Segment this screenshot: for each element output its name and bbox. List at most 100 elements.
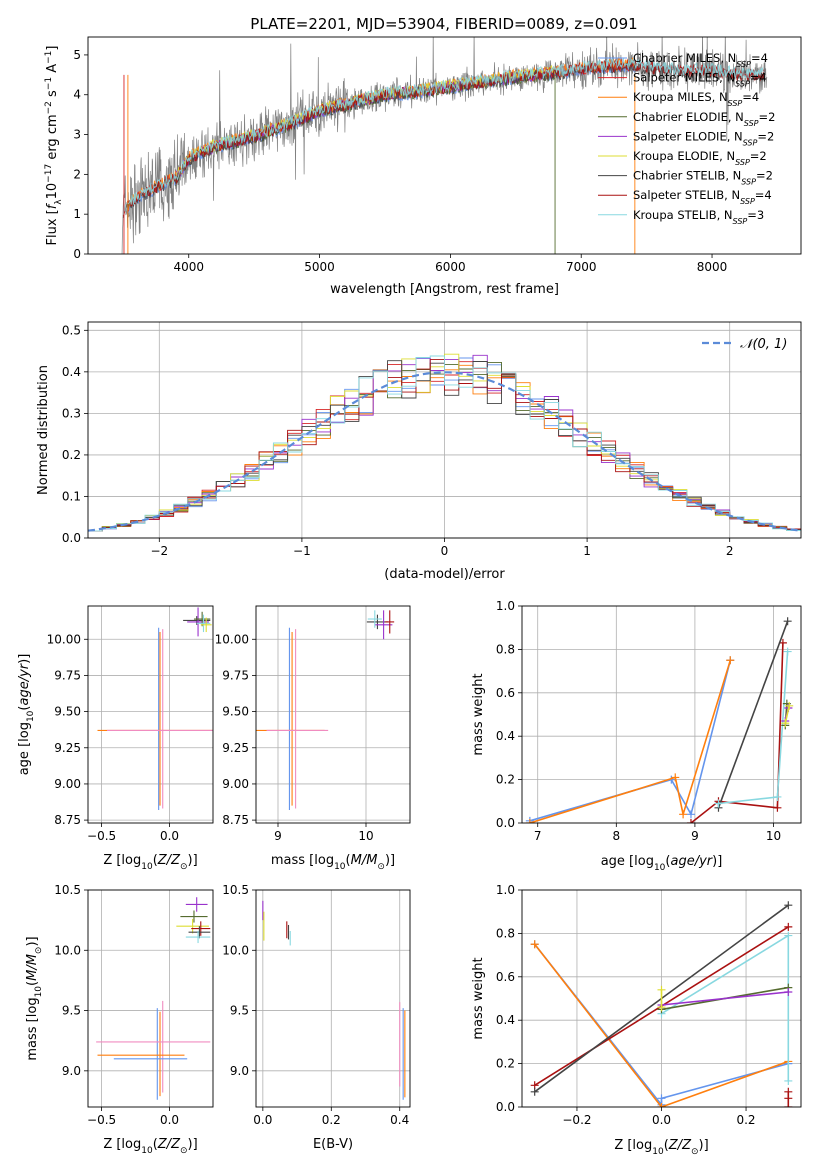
y-tick-label: 10.5	[54, 883, 81, 897]
errorbars	[96, 897, 211, 1100]
weight-point-marker	[657, 1094, 666, 1103]
y-tick-label: 9.5	[230, 1004, 249, 1018]
x-tick-label: 0.0	[160, 829, 179, 843]
weights_vs_Z-panel: −0.2 0.0 0.2 0.0 0.2 0.4 0.6 0.8 1.0 Z [log10(Z/Z…	[471, 883, 802, 1157]
axes-frame	[87, 36, 802, 255]
axes-frame	[255, 605, 411, 824]
axes-frame	[521, 889, 802, 1108]
y-tick-label: 10.00	[215, 632, 249, 646]
weight-series-line	[690, 642, 784, 823]
y-tick-label: 0.4	[496, 729, 515, 743]
x-axis-label: (data-model)/error	[384, 567, 505, 582]
weight-point-marker	[781, 719, 790, 728]
y-tick-label: 0.0	[62, 531, 81, 545]
spectrum-lines	[121, 37, 768, 254]
y-tick-label: 0.4	[62, 365, 81, 379]
legend-label: Kroupa ELODIE, NSSP=2	[633, 149, 767, 167]
x-tick-label: 0.0	[652, 1113, 671, 1127]
weight-series-line	[534, 943, 789, 1107]
y-tick-label: 0.5	[62, 323, 81, 337]
y-tick-label: 0.6	[496, 970, 515, 984]
y-tick-label: 9.50	[54, 705, 81, 719]
y-tick-label: 1.0	[496, 883, 515, 897]
weight-point-marker	[785, 701, 794, 710]
weight-point-marker	[784, 1076, 793, 1085]
axes-frame	[521, 605, 802, 824]
y-axis-label: mass weight	[471, 957, 486, 1039]
legend-label: Chabrier ELODIE, NSSP=2	[633, 110, 775, 128]
weight-point-marker	[784, 922, 793, 931]
legend-label: Chabrier STELIB, NSSP=2	[633, 169, 773, 187]
x-tick-label: 6000	[435, 260, 466, 274]
weight-point-marker	[657, 1103, 666, 1107]
x-tick-label: 0.2	[322, 1113, 341, 1127]
weight-point-marker	[657, 1003, 666, 1012]
weight-point-marker	[784, 1087, 793, 1096]
y-tick-label: 9.25	[54, 741, 81, 755]
y-axis-label: Flux [fλ10−17 erg cm−2 s−1 A−1]	[44, 46, 64, 246]
y-tick-label: 0.8	[496, 642, 515, 656]
y-tick-label: 0.1	[62, 489, 81, 503]
y-tick-label: 2	[73, 167, 81, 181]
x-axis-label: Z [log10(Z/Z⊙)]	[103, 853, 197, 872]
histograms	[88, 353, 801, 532]
y-tick-label: 9.50	[222, 705, 249, 719]
weight-series-line	[661, 934, 790, 1081]
x-tick-label: −0.2	[562, 1113, 591, 1127]
weight-point-marker	[773, 792, 782, 801]
weight-series-line	[529, 660, 732, 822]
x-tick-label: −2	[150, 544, 168, 558]
y-tick-label: 4	[73, 88, 81, 102]
histogram-kroupa_stelib	[88, 355, 801, 532]
weight-series-line	[717, 620, 789, 809]
y-tick-label: 0.4	[496, 1013, 515, 1027]
x-tick-label: 4000	[173, 260, 204, 274]
y-tick-label: 9.25	[222, 741, 249, 755]
y-tick-label: 0.6	[496, 686, 515, 700]
y-axis-label: mass [log10(M/M⊙)]	[25, 936, 44, 1060]
weight-point-marker	[525, 819, 534, 823]
weight-point-marker	[726, 656, 735, 665]
x-axis-label: Z [log10(Z/Z⊙)]	[614, 1138, 708, 1157]
residuals-panel: −2 −1 0 1 2 0.0 0.1 0.2 0.3 0.4 0.5 (data-model)/er…	[36, 321, 802, 582]
x-tick-label: 8	[612, 829, 620, 843]
weight-point-marker	[784, 931, 793, 940]
weight-point-marker	[714, 799, 723, 808]
x-tick-label: 10	[358, 829, 373, 843]
legend-label: Salpeter MILES, NSSP=4	[633, 71, 767, 89]
x-tick-label: 1	[583, 544, 591, 558]
weight-point-marker	[773, 803, 782, 812]
figure-title: PLATE=2201, MJD=53904, FIBERID=0089, z=0…	[250, 15, 637, 33]
x-axis-label: wavelength [Angstrom, rest frame]	[330, 282, 559, 297]
model-spectrum-salpeter_elodie	[175, 66, 556, 185]
weight-point-marker	[784, 987, 793, 996]
legend-label: Chabrier MILES, NSSP=4	[633, 51, 768, 69]
age_vs_mass-panel: 9 10 8.75 9.00 9.25 9.50 9.75 10.00 mass [log10(…	[215, 605, 411, 872]
weights_vs_age-panel: 7 8 9 10 0.0 0.2 0.4 0.6 0.8 1.0 age [log10(age/yr…	[471, 599, 802, 873]
x-tick-label: 9	[274, 829, 282, 843]
errorbars	[262, 900, 406, 1100]
weight-point-marker	[657, 985, 666, 994]
y-tick-label: 9.00	[222, 777, 249, 791]
y-tick-label: 8.75	[222, 813, 249, 827]
model-spectrum-kroupa_stelib	[122, 57, 765, 215]
y-tick-label: 9.5	[62, 1004, 81, 1018]
x-tick-label: 7000	[566, 260, 597, 274]
y-tick-label: 0.2	[62, 448, 81, 462]
age_vs_Z-panel: −0.5 0.0 8.75 9.00 9.25 9.50 9.75 10.00 Z [log10…	[17, 605, 214, 872]
axes-frame	[87, 605, 214, 824]
weight-point-marker	[679, 810, 688, 819]
y-tick-label: 0.2	[496, 1057, 515, 1071]
y-tick-label: 9.00	[54, 777, 81, 791]
weight-point-marker	[783, 617, 792, 626]
x-tick-label: 10	[766, 829, 781, 843]
errorbars	[256, 610, 395, 810]
x-tick-label: 8000	[697, 260, 728, 274]
x-axis-label: Z [log10(Z/Z⊙)]	[103, 1137, 197, 1156]
axes-frame	[255, 889, 411, 1108]
weight-point-marker	[530, 940, 539, 949]
x-tick-label: −0.5	[87, 829, 116, 843]
y-tick-label: 5	[73, 48, 81, 62]
legend-label: Salpeter ELODIE, NSSP=2	[633, 129, 774, 147]
x-axis-label: mass [log10(M/M⊙)]	[271, 853, 395, 872]
